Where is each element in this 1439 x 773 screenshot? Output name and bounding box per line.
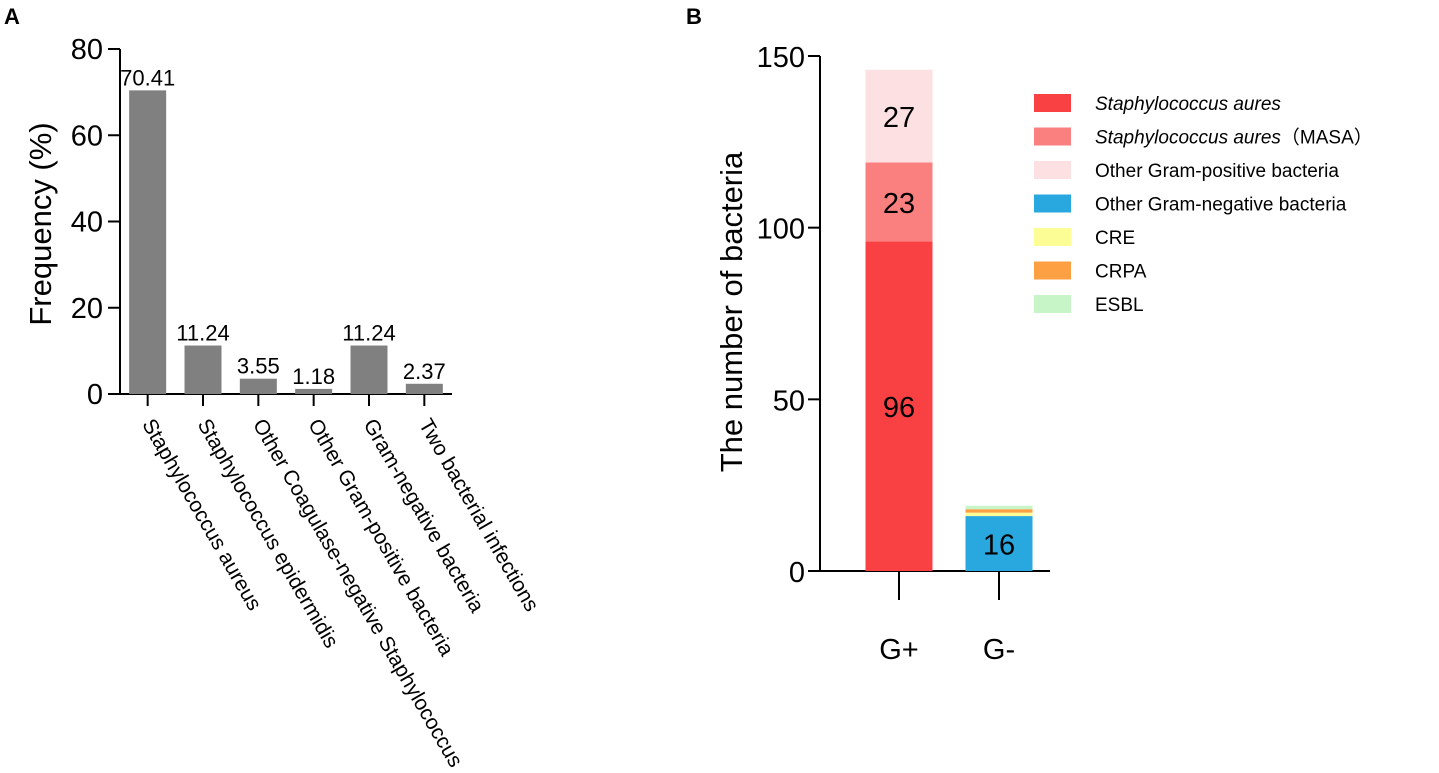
panel-a-bar-chart: A Frequency (%) 0 20 40 60 80 70.41 11.24 3.55… xyxy=(4,4,543,771)
panel-a-data-labels: 70.41 11.24 3.55 1.18 11.24 2.37 xyxy=(120,65,446,389)
legend-label-staphylococcus-aures: Staphylococcus aures xyxy=(1095,94,1281,115)
bar-segment-gneg-crpa xyxy=(965,509,1033,513)
bar-segment-gpos-staphylococcus-aures-masa xyxy=(865,162,933,242)
legend-label-other-gram-negative-bacteria: Other Gram-negative bacteria xyxy=(1095,195,1347,216)
panel-a-y-tick-label: 60 xyxy=(71,120,103,152)
category-label-other-coagulase-negative-staphylococcus: Other Coagulase-negative Staphylococcus xyxy=(248,415,467,771)
segment-label-staphylococcus-aures: 96 xyxy=(883,392,915,424)
data-label-other-gram-positive-bacteria: 1.18 xyxy=(292,364,335,389)
panel-b-y-tick-label: 150 xyxy=(757,42,805,74)
panel-b-axes: 0 50 100 150 xyxy=(757,42,1050,600)
bar-other-coagulase-negative-staphylococcus xyxy=(239,378,277,394)
legend-label-crpa: CRPA xyxy=(1095,262,1147,283)
category-label-g-negative: G- xyxy=(983,634,1015,666)
panel-b-y-tick-label: 50 xyxy=(773,385,805,417)
panel-a-axes: 0 20 40 60 80 xyxy=(71,34,452,411)
bar-segment-gneg-cre xyxy=(965,512,1033,517)
panel-a-y-tick-label: 20 xyxy=(71,293,103,325)
legend-swatch-crpa xyxy=(1034,261,1071,280)
panel-b-category-labels: G+ G- xyxy=(879,634,1015,666)
bar-other-gram-positive-bacteria xyxy=(295,388,333,394)
bar-two-bacterial-infections xyxy=(405,383,443,394)
legend-label-staphylococcus-aures-masa: Staphylococcus aures（MASA） xyxy=(1095,127,1373,149)
panel-a-y-tick-label: 80 xyxy=(71,34,103,66)
panel-a-y-tick-label: 40 xyxy=(71,207,103,239)
panel-b-bars: 96 23 27 16 xyxy=(865,69,1033,571)
legend-label-other-gram-positive-bacteria: Other Gram-positive bacteria xyxy=(1095,161,1339,182)
legend-swatch-staphylococcus-aures-masa xyxy=(1034,127,1071,146)
legend-swatch-cre xyxy=(1034,228,1071,246)
category-label-g-positive: G+ xyxy=(879,634,919,666)
bar-segment-gneg-esbl xyxy=(965,505,1033,510)
panel-a-y-axis-title: Frequency (%) xyxy=(23,122,58,325)
data-label-staphylococcus-epidermidis: 11.24 xyxy=(176,321,229,346)
bar-segment-gpos-other-gram-positive-bacteria xyxy=(865,69,933,163)
panel-a-letter: A xyxy=(4,4,20,29)
bar-gram-negative-bacteria xyxy=(350,345,388,394)
bar-segment-gpos-staphylococcus-aures xyxy=(865,241,933,571)
data-label-two-bacterial-infections: 2.37 xyxy=(403,359,446,384)
panel-b-y-tick-label: 100 xyxy=(757,214,805,246)
data-label-staphylococcus-aureus: 70.41 xyxy=(120,65,175,90)
panel-a-bars xyxy=(129,90,443,394)
panel-b-stacked-bar-chart: B The number of bacteria 0 50 100 150 96 23 2… xyxy=(686,4,1373,666)
panel-a-y-tick-label: 0 xyxy=(87,379,103,411)
legend-swatch-esbl xyxy=(1034,295,1071,313)
panel-b-legend: Staphylococcus aures Staphylococcus aures… xyxy=(1034,94,1373,316)
panel-b-y-axis-title: The number of bacteria xyxy=(714,151,749,472)
segment-label-other-gram-negative-bacteria: 16 xyxy=(983,530,1015,562)
bar-staphylococcus-epidermidis xyxy=(184,345,222,394)
segment-label-other-gram-positive-bacteria: 27 xyxy=(883,102,915,134)
legend-swatch-staphylococcus-aures xyxy=(1034,94,1071,112)
segment-label-staphylococcus-aures-masa: 23 xyxy=(883,188,915,220)
data-label-gram-negative-bacteria: 11.24 xyxy=(342,321,395,346)
bar-staphylococcus-aureus xyxy=(129,90,167,394)
bar-segment-gneg-other-gram-negative-bacteria xyxy=(965,516,1033,571)
panel-b-y-tick-label: 0 xyxy=(789,557,805,589)
legend-swatch-other-gram-negative-bacteria xyxy=(1034,194,1071,213)
panel-b-letter: B xyxy=(686,4,702,29)
legend-label-cre: CRE xyxy=(1095,228,1135,249)
legend-swatch-other-gram-positive-bacteria xyxy=(1034,161,1071,179)
data-label-other-coagulase-negative-staphylococcus: 3.55 xyxy=(237,354,280,379)
legend-label-esbl: ESBL xyxy=(1095,295,1144,316)
